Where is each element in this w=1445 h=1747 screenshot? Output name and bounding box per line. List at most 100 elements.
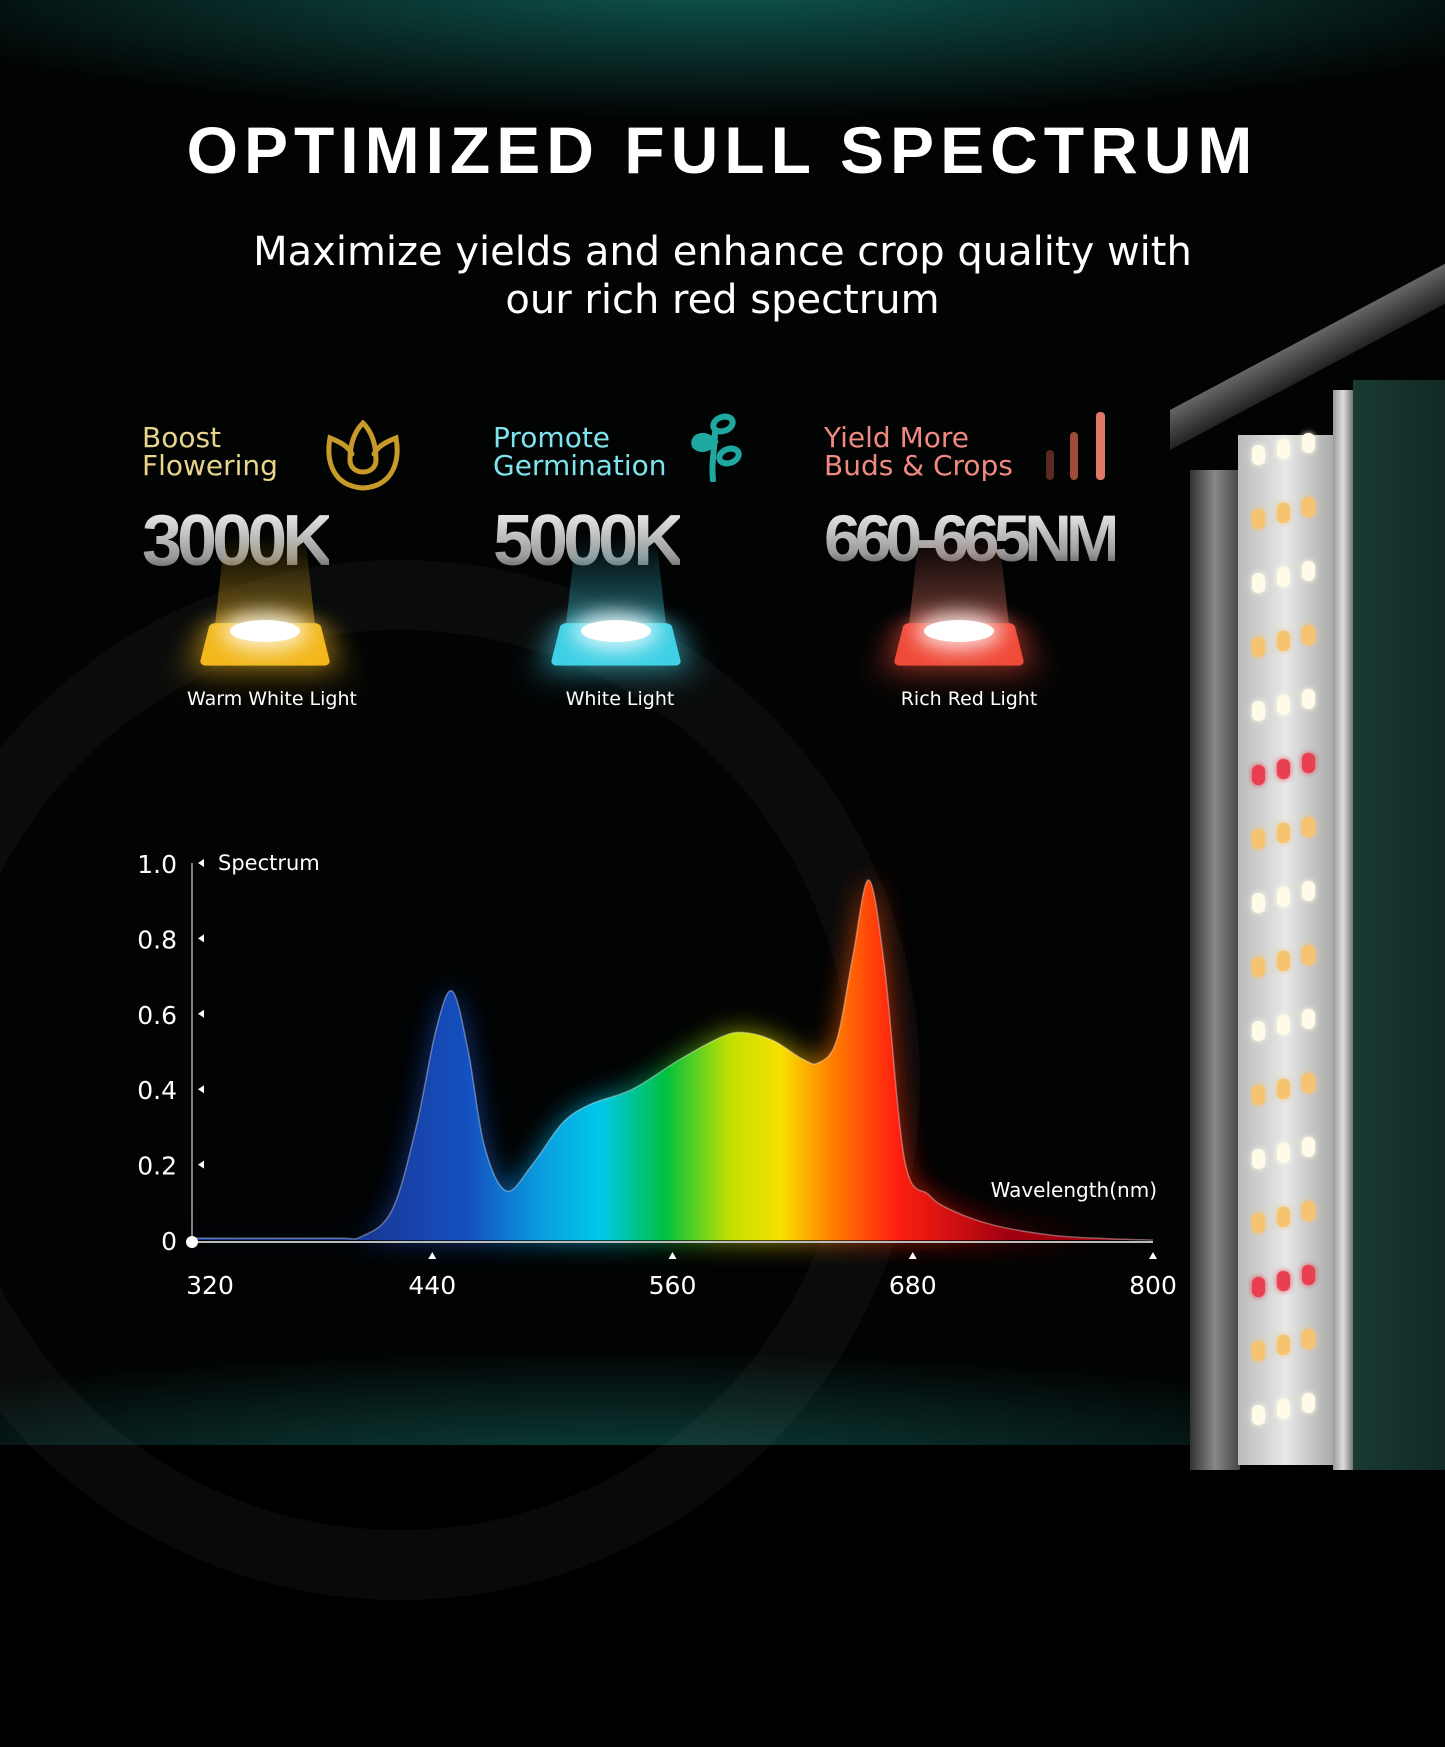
feature-label: Promote Germination <box>493 424 667 480</box>
x-tick-label: 800 <box>1129 1271 1177 1300</box>
led-dot <box>1252 829 1265 849</box>
grow-light-fixture <box>1170 240 1445 1470</box>
led-dot <box>1302 497 1315 517</box>
y-tick-marker <box>198 1160 204 1169</box>
led-dot <box>1252 573 1265 593</box>
led-dot <box>1252 893 1265 913</box>
led-dot <box>1302 753 1315 773</box>
led-dot <box>1277 1207 1290 1227</box>
led-dot <box>1252 1341 1265 1361</box>
label-line: Flowering <box>142 449 278 482</box>
y-axis-label: Spectrum <box>218 851 320 875</box>
y-tick-label: 0.8 <box>137 925 177 954</box>
led-dot <box>1252 1085 1265 1105</box>
subtitle-line-1: Maximize yields and enhance crop quality… <box>253 229 1192 275</box>
x-axis-label: Wavelength(nm) <box>991 1178 1157 1202</box>
led-chip-white <box>541 535 691 685</box>
led-dot <box>1277 695 1290 715</box>
axis-origin-dot <box>186 1236 198 1248</box>
sprout-icon <box>691 413 742 482</box>
x-tick-label: 560 <box>649 1271 697 1300</box>
led-dot <box>1302 561 1315 581</box>
led-dot <box>1252 509 1265 529</box>
led-dot <box>1277 567 1290 587</box>
led-dot <box>1252 1405 1265 1425</box>
led-dot <box>1302 1329 1315 1349</box>
feature-caption: White Light <box>565 688 675 710</box>
led-dot <box>1277 503 1290 523</box>
led-dot <box>1277 439 1290 459</box>
led-dot <box>1302 1137 1315 1157</box>
subtitle-line-2: our rich red spectrum <box>505 277 940 323</box>
led-dot <box>1302 1073 1315 1093</box>
led-dot <box>1277 1335 1290 1355</box>
led-dot <box>1252 1021 1265 1041</box>
led-dot <box>1277 1271 1290 1291</box>
label-line: Boost <box>142 421 222 454</box>
led-dot <box>1277 951 1290 971</box>
led-dot <box>1302 1265 1315 1285</box>
y-tick-label: 1.0 <box>137 850 177 879</box>
led-dot <box>1302 625 1315 645</box>
y-tick-label: 0 <box>161 1227 177 1256</box>
led-dot <box>1302 817 1315 837</box>
led-chip-red <box>884 535 1034 685</box>
led-dot <box>1277 887 1290 907</box>
y-tick-label: 0.2 <box>137 1152 177 1181</box>
led-chip-warm <box>190 535 340 685</box>
feature-caption: Rich Red Light <box>900 688 1038 710</box>
feature-value: 5000K <box>493 501 685 581</box>
led-strip <box>1238 433 1333 1465</box>
led-dot <box>1277 631 1290 651</box>
x-tick-label: 680 <box>889 1271 937 1300</box>
y-tick-label: 0.6 <box>137 1001 177 1030</box>
led-dot <box>1252 957 1265 977</box>
label-line: Germination <box>493 449 667 482</box>
x-tick-marker <box>1149 1252 1157 1259</box>
feature-label: Yield More Buds & Crops <box>824 424 1013 480</box>
led-dot <box>1252 765 1265 785</box>
y-tick-marker <box>198 1009 204 1018</box>
led-dot <box>1277 823 1290 843</box>
x-tick-label: 440 <box>408 1271 456 1300</box>
x-tick-label: 320 <box>186 1271 234 1300</box>
spectrum-line <box>191 879 1154 1241</box>
led-dot <box>1252 445 1265 465</box>
led-dot <box>1277 1079 1290 1099</box>
x-tick-marker <box>428 1252 437 1259</box>
led-dot <box>1252 701 1265 721</box>
led-dot <box>1252 1277 1265 1297</box>
led-dot <box>1277 1399 1290 1419</box>
feature-caption: Warm White Light <box>187 688 357 710</box>
feature-label: Boost Flowering <box>142 424 278 480</box>
x-tick-marker <box>668 1252 677 1259</box>
y-tick-marker <box>198 1085 204 1094</box>
x-tick-marker <box>908 1252 917 1259</box>
led-dot <box>1302 433 1315 453</box>
led-dot <box>1302 945 1315 965</box>
tulip-flower-icon <box>326 420 400 491</box>
led-dot <box>1252 1213 1265 1233</box>
y-tick-label: 0.4 <box>137 1076 177 1105</box>
led-dot <box>1252 1149 1265 1169</box>
led-dot <box>1277 1143 1290 1163</box>
led-dot <box>1302 881 1315 901</box>
led-dot <box>1302 689 1315 709</box>
label-line: Yield More <box>824 421 969 454</box>
y-tick-marker <box>198 934 204 943</box>
label-line: Promote <box>493 421 611 454</box>
led-dot <box>1277 1015 1290 1035</box>
led-dot <box>1277 759 1290 779</box>
spectrum-chart: 0 0.2 0.4 0.6 0.8 1.0 320 440 560 680 800 Spectrum W… <box>137 850 1177 1300</box>
subtitle: Maximize yields and enhance crop quality… <box>0 228 1445 324</box>
led-dot <box>1252 637 1265 657</box>
page-title: OPTIMIZED FULL SPECTRUM <box>186 113 1259 187</box>
label-line: Buds & Crops <box>824 449 1013 482</box>
led-dot <box>1302 1009 1315 1029</box>
led-dot <box>1302 1393 1315 1413</box>
feature-value: 660-665NM <box>824 501 1121 575</box>
led-dot <box>1302 1201 1315 1221</box>
y-tick-marker <box>198 859 204 867</box>
growth-bars-icon <box>1046 412 1105 480</box>
feature-value: 3000K <box>142 501 334 581</box>
